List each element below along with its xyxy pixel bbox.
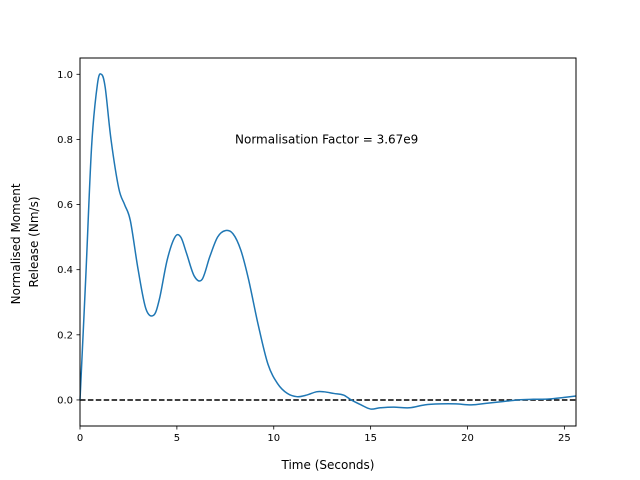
- y-axis: 0.0 0.2 0.4 0.6 0.8 1.0: [57, 70, 80, 406]
- y-axis-label: Normalised Moment Release (Nm/s): [9, 180, 41, 305]
- y-tick-label: 1.0: [57, 70, 73, 81]
- plot-area: [79, 73, 577, 410]
- y-tick-label: 0.6: [57, 200, 73, 211]
- x-tick-label: 0: [77, 433, 83, 444]
- x-tick-label: 25: [558, 433, 571, 444]
- y-tick-label: 0.4: [57, 265, 73, 276]
- x-axis-label: Time (Seconds): [281, 458, 375, 472]
- normalisation-annotation: Normalisation Factor = 3.67e9: [235, 132, 418, 146]
- series-line-0: [79, 73, 577, 410]
- x-tick-label: 20: [461, 433, 474, 444]
- axes-frame: [79, 57, 577, 427]
- y-tick-label: 0.0: [57, 395, 73, 406]
- x-tick-label: 5: [174, 433, 180, 444]
- y-axis-label-line-2: Release (Nm/s): [27, 196, 41, 287]
- y-tick-label: 0.8: [57, 135, 73, 146]
- x-tick-label: 15: [364, 433, 377, 444]
- x-tick-label: 10: [267, 433, 280, 444]
- y-tick-label: 0.2: [57, 330, 73, 341]
- y-axis-label-line-1: Normalised Moment: [9, 183, 23, 304]
- x-axis: 0 5 10 15 20 25: [77, 426, 571, 444]
